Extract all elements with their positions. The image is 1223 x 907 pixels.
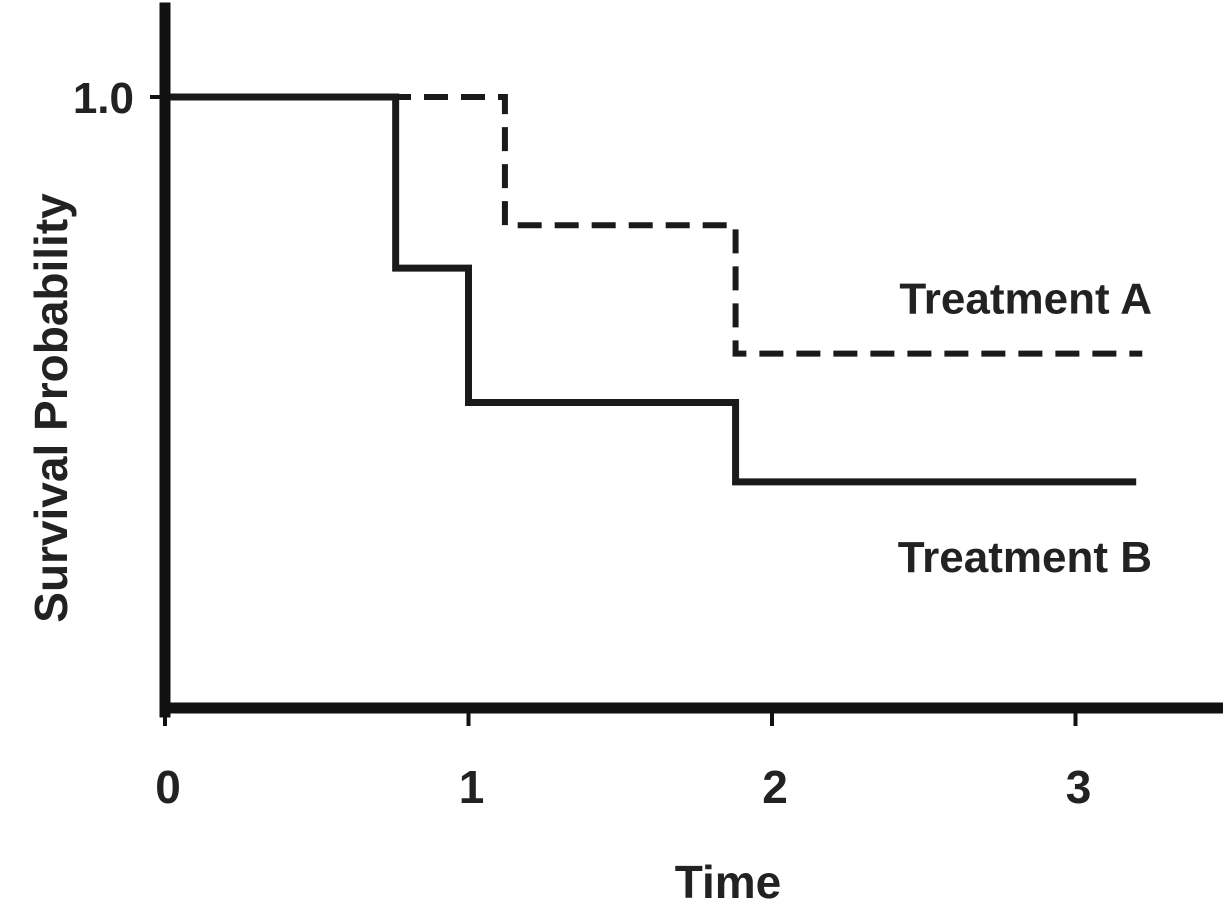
x-axis-label: Time bbox=[675, 856, 782, 907]
series-label-treatment-b: Treatment B bbox=[898, 533, 1152, 582]
plot-lines bbox=[165, 93, 1143, 486]
y-axis-label: Survival Probability bbox=[25, 193, 77, 623]
y-ticks: 1.0 bbox=[73, 74, 162, 123]
series-line-treatment-b bbox=[165, 93, 1137, 486]
x-tick-label: 1 bbox=[459, 761, 485, 813]
series-line-treatment-a bbox=[165, 94, 1143, 357]
x-tick-label: 3 bbox=[1066, 761, 1092, 813]
series-label-treatment-a: Treatment A bbox=[899, 275, 1152, 324]
x-ticks: 0 1 2 3 bbox=[155, 712, 1091, 813]
series-labels: Treatment A Treatment B bbox=[898, 275, 1152, 582]
x-tick-label: 2 bbox=[762, 761, 788, 813]
x-tick-label: 0 bbox=[155, 761, 181, 813]
y-tick-label: 1.0 bbox=[73, 74, 134, 123]
